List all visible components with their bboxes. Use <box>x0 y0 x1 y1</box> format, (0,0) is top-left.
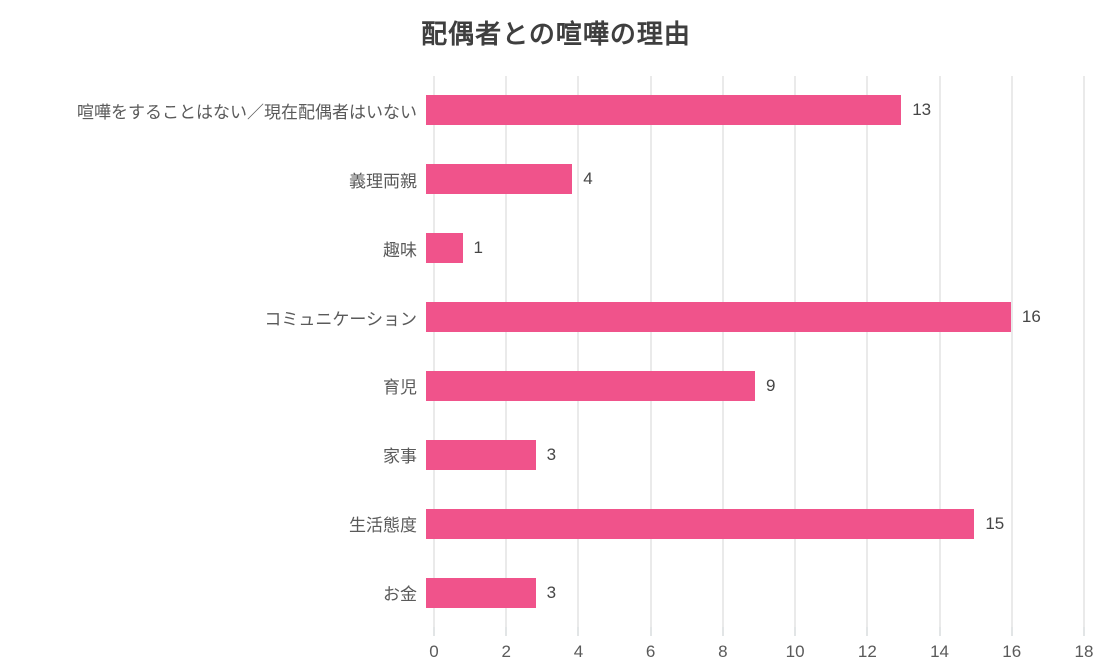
gridline <box>505 76 507 627</box>
bar-value-label: 3 <box>546 582 557 602</box>
x-tick-mark <box>939 627 941 636</box>
x-tick-label: 14 <box>930 642 950 661</box>
bar-rows: 喧嘩をすることはない／現在配偶者はいない 13 義理両親 4 趣味 1 コミュニケーション 1… <box>0 76 1084 627</box>
gridline <box>650 76 652 627</box>
x-tick-label: 12 <box>857 642 877 661</box>
bar-track: 3 <box>426 558 1084 627</box>
x-axis: 0 2 4 6 8 10 12 14 16 18 <box>429 627 1093 671</box>
x-tick-mark <box>866 627 868 636</box>
category-label: 喧嘩をすることはない／現在配偶者はいない <box>77 102 417 122</box>
category-label: お金 <box>383 585 417 605</box>
bar-value-label: 15 <box>985 513 1005 533</box>
bar-value-label: 3 <box>546 444 557 464</box>
category-label: 生活態度 <box>349 516 417 536</box>
bar-track: 16 <box>426 283 1084 352</box>
bar-track: 15 <box>426 489 1084 558</box>
bar-track: 4 <box>426 145 1084 214</box>
category-label: 家事 <box>383 447 417 467</box>
x-tick-mark <box>577 627 579 636</box>
bar-value-label: 4 <box>583 169 593 189</box>
x-tick-label: 0 <box>429 642 439 661</box>
x-tick-mark <box>505 627 507 636</box>
chart-title: 配偶者との喧嘩の理由 <box>421 19 691 49</box>
x-tick-label: 6 <box>645 642 656 661</box>
bar-track: 13 <box>426 76 1084 145</box>
bar <box>426 370 755 401</box>
category-label: 育児 <box>383 378 417 398</box>
x-tick-mark <box>722 627 724 636</box>
x-tick-mark <box>1083 627 1085 636</box>
gridline <box>1083 76 1085 627</box>
x-tick-label: 4 <box>573 642 584 661</box>
category-label: 趣味 <box>383 240 417 260</box>
x-tick-mark <box>1011 627 1013 636</box>
x-tick-mark <box>794 627 796 636</box>
x-tick-label: 16 <box>1002 642 1022 661</box>
bar-track: 3 <box>426 420 1084 489</box>
bar <box>426 164 573 195</box>
bar-track: 9 <box>426 352 1084 421</box>
category-label: 義理両親 <box>349 171 417 191</box>
bar-value-label: 9 <box>766 375 776 395</box>
x-tick-label: 2 <box>501 642 511 661</box>
gridline <box>722 76 724 627</box>
x-tick-label: 18 <box>1074 642 1094 661</box>
bar <box>426 95 902 126</box>
bar-value-label: 13 <box>912 100 932 120</box>
bar-row: コミュニケーション 16 <box>0 283 1084 352</box>
x-tick-mark <box>433 627 435 636</box>
bar-value-label: 16 <box>1021 307 1041 327</box>
bar-row: 家事 3 <box>0 420 1084 489</box>
gridline <box>577 76 579 627</box>
bar-track: 1 <box>426 214 1084 283</box>
plot-area: 喧嘩をすることはない／現在配偶者はいない 13 義理両親 4 趣味 1 コミュニケーション 1… <box>0 76 1085 627</box>
bar-row: お金 3 <box>0 558 1084 627</box>
bar <box>426 233 463 264</box>
x-tick-mark <box>650 627 652 636</box>
category-label: コミュニケーション <box>264 309 417 329</box>
gridline <box>1011 76 1013 627</box>
gridlines <box>433 76 1085 627</box>
bar <box>426 439 536 470</box>
bar-row: 喧嘩をすることはない／現在配偶者はいない 13 <box>0 76 1084 145</box>
gridline <box>794 76 796 627</box>
gridline <box>939 76 941 627</box>
x-tick-label: 10 <box>785 642 805 661</box>
gridline <box>433 76 435 627</box>
bar-row: 趣味 1 <box>0 214 1084 283</box>
bar <box>426 577 536 608</box>
bar-value-label: 1 <box>473 238 484 258</box>
bar-row: 育児 9 <box>0 352 1084 421</box>
x-tick-label: 8 <box>718 642 728 661</box>
bar-row: 義理両親 4 <box>0 145 1084 214</box>
bar <box>426 302 1011 333</box>
bar-row: 生活態度 15 <box>0 489 1084 558</box>
gridline <box>866 76 868 627</box>
bar <box>426 508 975 539</box>
